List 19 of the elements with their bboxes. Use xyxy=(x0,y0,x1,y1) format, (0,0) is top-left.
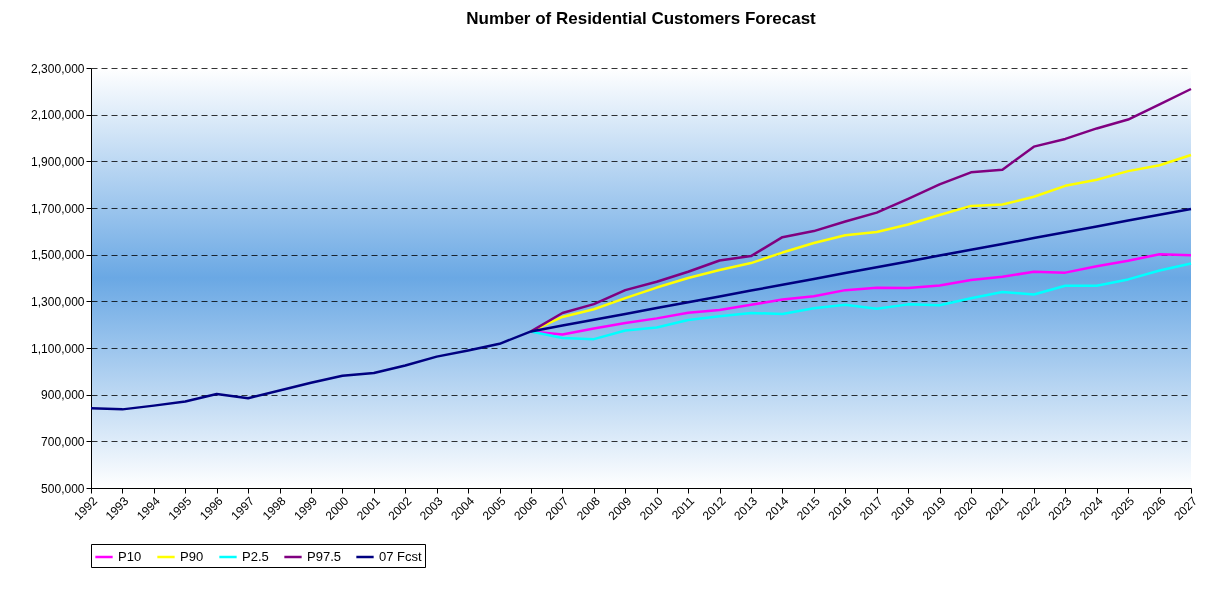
legend-label: P2.5 xyxy=(242,549,269,564)
y-tick-label: 2,300,000 xyxy=(31,61,85,76)
legend-label: P90 xyxy=(180,549,204,564)
line-series xyxy=(89,207,1193,411)
y-tick-label: 2,100,000 xyxy=(31,108,85,123)
y-tick-label: 500,000 xyxy=(41,481,85,496)
legend-label: P97.5 xyxy=(307,549,341,564)
y-tick-label: 1,700,000 xyxy=(31,201,85,216)
line-series xyxy=(529,87,1193,333)
legend-label: P10 xyxy=(118,549,142,564)
line-series xyxy=(529,262,1193,341)
y-tick-label: 1,300,000 xyxy=(31,294,85,309)
chart-title: Number of Residential Customers Forecast xyxy=(466,9,817,28)
legend-label: 07 Fcst xyxy=(379,549,423,564)
y-tick-label: 1,500,000 xyxy=(31,248,85,263)
y-tick-label: 900,000 xyxy=(41,388,85,403)
y-tick-label: 1,900,000 xyxy=(31,154,85,169)
y-tick-label: 700,000 xyxy=(41,434,85,449)
y-tick-label: 1,100,000 xyxy=(31,341,85,356)
